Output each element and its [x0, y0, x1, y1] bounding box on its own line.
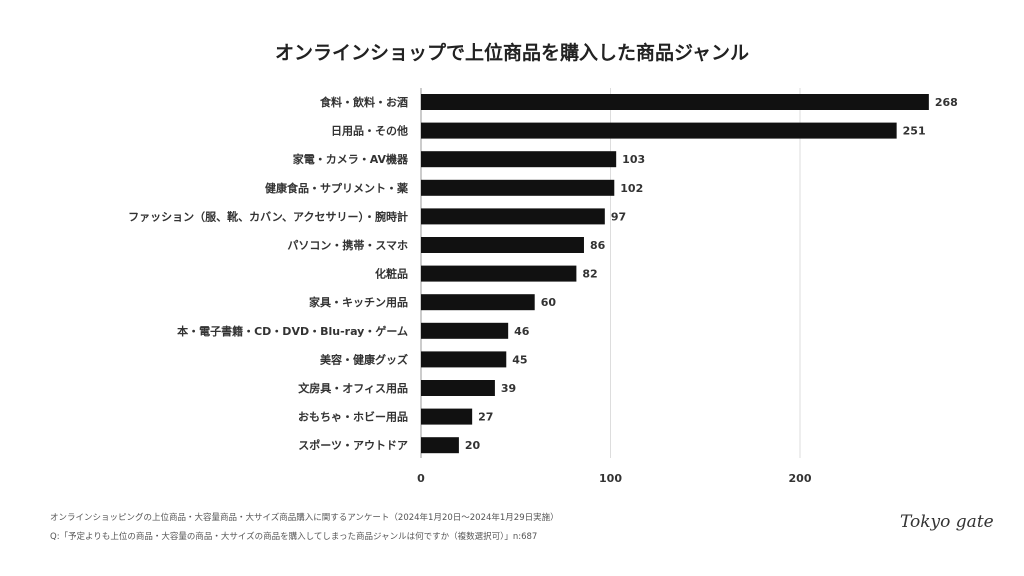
chart-title: オンラインショップで上位商品を購入した商品ジャンル: [274, 42, 750, 64]
survey-source: オンラインショッピングの上位商品・大容量商品・大サイズ商品購入に関するアンケート…: [50, 513, 559, 523]
data-label: 39: [501, 382, 516, 395]
category-label: 家具・キッチン用品: [309, 295, 408, 309]
data-label: 103: [622, 153, 645, 166]
data-label: 27: [478, 411, 493, 424]
category-label: 本・電子書籍・CD・DVD・Blu-ray・ゲーム: [177, 324, 408, 338]
bar: [421, 294, 535, 311]
data-label: 86: [590, 239, 606, 252]
category-label: スポーツ・アウトドア: [298, 438, 408, 452]
bar: [421, 208, 605, 225]
category-label: 食料・飲料・お酒: [320, 95, 408, 109]
data-label: 20: [465, 439, 481, 452]
data-label: 45: [512, 353, 527, 366]
category-label: 化粧品: [375, 267, 408, 281]
bar: [421, 380, 495, 396]
data-label: 82: [582, 268, 597, 281]
x-tick-label: 100: [599, 472, 622, 485]
bar: [421, 122, 897, 139]
category-label: おもちゃ・ホビー用品: [298, 410, 408, 424]
bar: [421, 151, 617, 168]
data-label: 102: [620, 182, 643, 195]
bar: [421, 265, 577, 282]
bar: [421, 322, 509, 339]
bar: [421, 408, 473, 425]
bar: [421, 437, 459, 454]
category-label: 日用品・その他: [331, 124, 408, 138]
x-tick-label: 200: [789, 472, 812, 485]
bar: [421, 179, 615, 196]
x-tick-label: 0: [417, 472, 425, 485]
category-label: 健康食品・サプリメント・薬: [265, 181, 409, 195]
data-label: 60: [541, 296, 557, 309]
category-label: 文房具・オフィス用品: [298, 381, 408, 395]
bar-chart: 0 100 200 食料・飲料・お酒 268 日用品・その他 251 家電・カメラ・AV機器 1…: [128, 88, 958, 485]
data-label: 251: [903, 125, 926, 138]
survey-question: Q:「予定よりも上位の商品・大容量の商品・大サイズの商品を購入してしまった商品ジ…: [50, 532, 538, 542]
data-label: 46: [514, 325, 530, 338]
category-label: 家電・カメラ・AV機器: [293, 152, 409, 166]
bar: [421, 351, 507, 368]
tokyo-gate-logo: Tokyo gate: [900, 512, 994, 532]
data-label: 97: [611, 210, 626, 223]
category-label: パソコン・携帯・スマホ: [287, 238, 408, 252]
category-label: 美容・健康グッズ: [320, 352, 408, 366]
bar: [421, 94, 929, 110]
data-label: 268: [935, 96, 958, 109]
category-label: ファッション（服、靴、カバン、アクセサリー）・腕時計: [128, 209, 408, 223]
bar: [421, 237, 584, 253]
